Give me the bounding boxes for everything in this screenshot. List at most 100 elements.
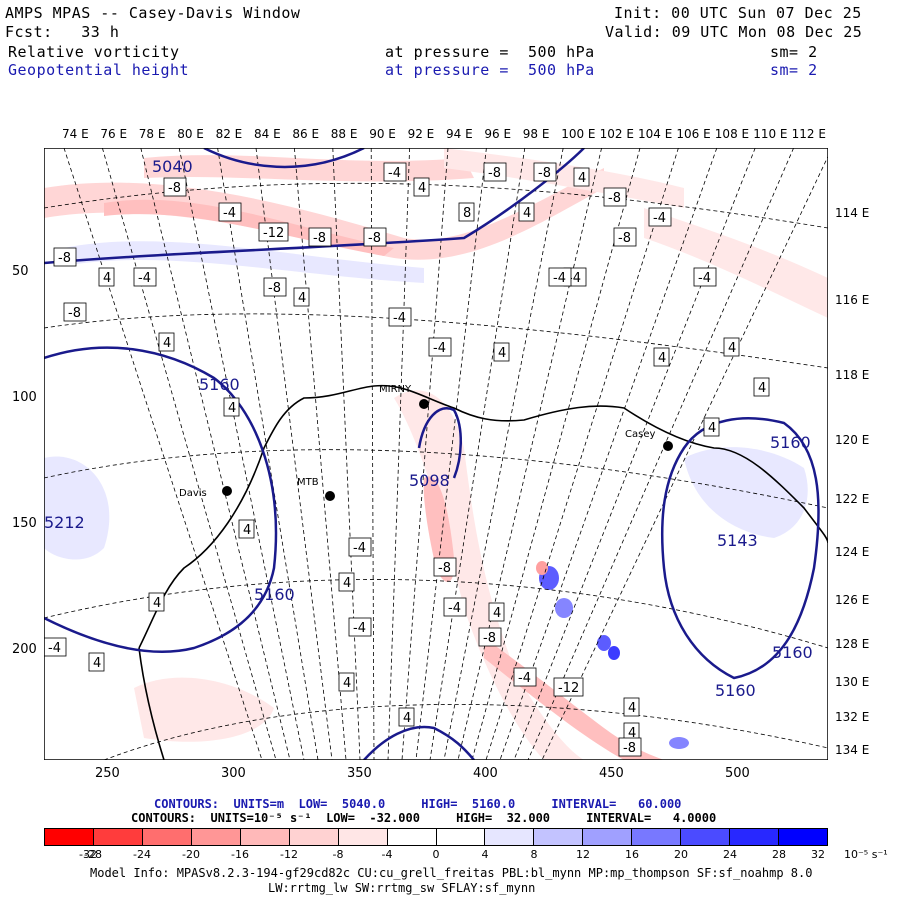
svg-text:-4: -4 <box>698 271 711 286</box>
vorticity-value-label: -8 <box>263 277 287 297</box>
app-title: AMPS MPAS -- Casey-Davis Window <box>5 4 301 22</box>
top-lon-label: 84 E <box>254 127 281 141</box>
svg-text:-8: -8 <box>538 166 551 181</box>
height-label-5040: 5040 <box>152 157 193 176</box>
height-label-5160-c: 5160 <box>254 585 295 604</box>
vorticity-value-label: -4 <box>383 162 407 182</box>
height-label-5160-b: 5160 <box>770 433 811 452</box>
vorticity-value-label: 4 <box>573 167 590 187</box>
vorticity-value-label: -4 <box>648 207 672 227</box>
vorticity-value-label: -4 <box>44 637 67 657</box>
top-lon-label: 100 E <box>561 127 596 141</box>
svg-text:4: 4 <box>298 291 306 306</box>
svg-text:4: 4 <box>493 606 501 621</box>
svg-text:4: 4 <box>628 726 636 741</box>
svg-text:-8: -8 <box>608 191 621 206</box>
colorbar-swatch <box>240 829 290 845</box>
right-lon-label: 132 E <box>835 710 870 724</box>
vorticity-value-label: -8 <box>53 247 77 267</box>
vorticity-value-label: 4 <box>703 417 720 437</box>
vorticity-value-label: -4 <box>693 267 717 287</box>
colorbar-swatch <box>338 829 388 845</box>
meridian-line <box>401 148 449 760</box>
svg-text:4: 4 <box>343 676 351 691</box>
svg-text:-4: -4 <box>653 211 666 226</box>
vorticity-value-label: 8 <box>458 202 475 222</box>
station-mirny-label: MIRNY <box>379 384 412 395</box>
forecast-hour: Fcst: 33 h <box>5 23 120 41</box>
right-lon-label: 118 E <box>835 368 870 382</box>
meridian-line <box>527 148 794 760</box>
colorbar-tick-label: 0 <box>432 848 440 861</box>
vorticity-value-label: 4 <box>223 397 240 417</box>
right-lon-label: 128 E <box>835 637 870 651</box>
vorticity-value-label: 4 <box>518 202 535 222</box>
svg-text:4: 4 <box>343 576 351 591</box>
field1-pressure: at pressure = 500 hPa <box>385 43 595 61</box>
colorbar-tick-label: 8 <box>530 848 538 861</box>
svg-text:4: 4 <box>628 701 636 716</box>
svg-text:4: 4 <box>418 181 426 196</box>
left-y-label: 200 <box>12 642 37 657</box>
vorticity-value-label: 4 <box>148 592 165 612</box>
colorbar-swatch <box>142 829 192 845</box>
vorticity-value-label: -8 <box>618 737 642 757</box>
top-lon-label: 90 E <box>369 127 396 141</box>
right-lon-label: 134 E <box>835 743 870 757</box>
vorticity-value-label: 4 <box>238 519 255 539</box>
field1-smoothing: sm= 2 <box>770 43 818 61</box>
vorticity-value-label: -4 <box>218 202 242 222</box>
bottom-x-label: 250 <box>95 766 120 781</box>
init-time: Init: 00 UTC Sun 07 Dec 25 <box>614 4 862 22</box>
colorbar-tick-label: 4 <box>481 848 489 861</box>
meridian-line <box>429 148 526 760</box>
colorbar-tick-label: -20 <box>182 848 200 861</box>
station-markers <box>222 399 673 501</box>
meridian-line <box>513 148 756 760</box>
meridian-line <box>217 148 319 760</box>
svg-text:4: 4 <box>228 401 236 416</box>
svg-text:-4: -4 <box>448 601 461 616</box>
colorbar-swatch <box>730 829 780 845</box>
colorbar-tick-label: 32 <box>811 848 825 861</box>
colorbar-swatch <box>191 829 241 845</box>
meridian-line <box>63 148 263 760</box>
station-casey-label: Casey <box>625 429 655 440</box>
left-y-label: 100 <box>12 390 37 405</box>
vorticity-value-label: -12 <box>258 222 289 242</box>
vorticity-value-label: 4 <box>98 267 115 287</box>
meridian-line <box>499 148 718 760</box>
svg-text:-8: -8 <box>68 306 81 321</box>
vorticity-value-label: -8 <box>163 177 187 197</box>
top-lon-label: 106 E <box>676 127 711 141</box>
vorticity-value-label: 4 <box>338 672 355 692</box>
svg-text:4: 4 <box>658 351 666 366</box>
colorbar <box>44 828 828 846</box>
colorbar-swatch <box>485 829 535 845</box>
bottom-x-label: 400 <box>473 766 498 781</box>
height-label-5098: 5098 <box>409 471 450 490</box>
vorticity-value-label: 4 <box>488 602 505 622</box>
vorticity-value-label: -4 <box>348 617 372 637</box>
colorbar-swatch <box>387 829 437 845</box>
vorticity-value-label: 4 <box>623 722 640 742</box>
colorbar-tick-label: -24 <box>133 848 151 861</box>
right-lon-label: 130 E <box>835 675 870 689</box>
vorticity-value-label: -8 <box>363 227 387 247</box>
svg-text:-4: -4 <box>353 621 366 636</box>
colorbar-swatch <box>534 829 584 845</box>
valid-time: Valid: 09 UTC Mon 08 Dec 25 <box>605 23 863 41</box>
field1-name: Relative vorticity <box>8 43 180 61</box>
colorbar-tick-label: -32 <box>79 848 97 861</box>
svg-text:-4: -4 <box>518 671 531 686</box>
colorbar-tick-label: 16 <box>625 848 639 861</box>
top-lon-label: 94 E <box>446 127 473 141</box>
svg-text:-12: -12 <box>558 681 579 696</box>
vorticity-value-label: 4 <box>413 177 430 197</box>
vorticity-value-label: -4 <box>133 267 157 287</box>
svg-text:-8: -8 <box>168 181 181 196</box>
model-info-line2: LW:rrtmg_lw SW:rrtmg_sw SFLAY:sf_mynn <box>268 881 536 895</box>
vorticity-value-label: -4 <box>428 337 452 357</box>
field2-pressure: at pressure = 500 hPa <box>385 61 595 79</box>
meridian-line <box>471 148 641 760</box>
